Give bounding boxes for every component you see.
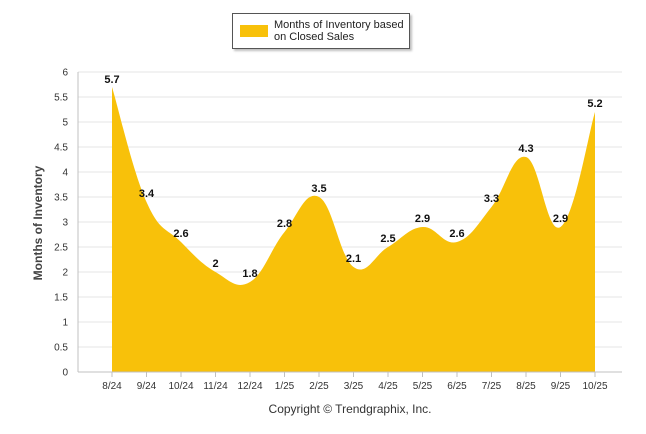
data-label: 2.1 [346,253,361,265]
x-tick-label: 8/24 [102,381,122,392]
data-label: 3.5 [311,183,326,195]
data-label: 5.7 [104,74,119,86]
x-tick-label: 4/25 [378,381,398,392]
legend-swatch [240,25,268,37]
area-fill [112,87,595,372]
y-tick-label: 2 [62,268,68,279]
x-tick-label: 10/25 [582,381,607,392]
y-tick-label: 3.5 [54,193,68,204]
x-tick-label: 7/25 [482,381,502,392]
y-tick-labels: 0 0.5 1 1.5 2 2.5 3 3.5 4 4.5 5 5.5 6 [54,68,68,379]
y-tick-label: 4.5 [54,143,68,154]
y-tick-label: 0 [62,368,68,379]
data-labels: 5.7 3.4 2.6 2 1.8 2.8 3.5 2.1 2.5 2.9 2.6 3.3 4.3 2.9… [104,74,602,280]
y-tick-label: 4 [62,168,68,179]
y-tick-label: 1.5 [54,293,68,304]
data-label: 2.5 [380,233,395,245]
legend[interactable]: Months of Inventory based on Closed Sale… [232,13,410,49]
data-label: 1.8 [242,268,257,280]
x-tick-label: 12/24 [237,381,262,392]
x-tick-label: 3/25 [344,381,364,392]
copyright-text: Copyright © Trendgraphix, Inc. [269,402,432,416]
x-tick-label: 2/25 [309,381,329,392]
data-label: 4.3 [518,143,533,155]
data-label: 2.6 [173,228,188,240]
data-label: 2 [212,258,218,270]
legend-label: Months of Inventory based on Closed Sale… [274,19,404,43]
data-label: 3.3 [484,193,499,205]
y-tick-label: 5.5 [54,93,68,104]
data-label: 2.8 [277,218,292,230]
data-label: 5.2 [587,98,602,110]
y-tick-label: 3 [62,218,68,229]
y-axis-title: Months of Inventory [31,165,45,280]
x-tick-label: 5/25 [413,381,433,392]
data-label: 2.9 [553,213,568,225]
x-tick-label: 9/25 [551,381,571,392]
y-tick-label: 2.5 [54,243,68,254]
x-tick-label: 9/24 [137,381,157,392]
area-series [112,87,595,372]
x-tick-label: 8/25 [516,381,536,392]
x-tick-label: 6/25 [447,381,467,392]
y-tick-label: 6 [62,68,68,79]
y-tick-label: 1 [62,318,68,329]
x-tick-labels: 8/24 9/24 10/24 11/24 12/24 1/25 2/25 3/25 4/25 5… [102,372,608,392]
y-tick-label: 0.5 [54,343,68,354]
x-tick-label: 11/24 [203,381,228,392]
x-tick-label: 1/25 [275,381,295,392]
axes [77,72,622,373]
data-label: 2.9 [415,213,430,225]
data-label: 3.4 [139,188,155,200]
y-tick-label: 5 [62,118,68,129]
x-tick-label: 10/24 [168,381,193,392]
data-label: 2.6 [449,228,464,240]
